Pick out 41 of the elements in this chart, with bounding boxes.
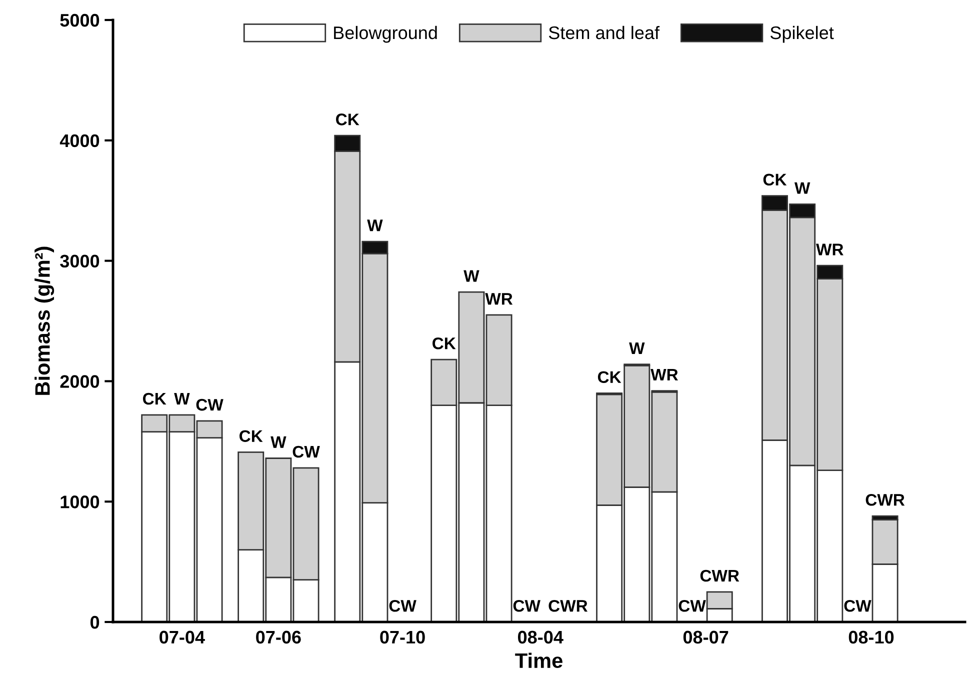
data-label: CW [292,446,320,458]
data-label: CW [389,600,416,612]
legend-label: Stem and leaf [548,26,660,40]
x-tick-label: 08-10 [848,630,894,644]
data-label: W [270,436,286,448]
data-label: CK [240,430,263,442]
x-tick-label: 07-04 [160,630,205,644]
data-label: W [464,270,480,282]
data-label: CK [336,114,360,126]
x-tick-label: 07-10 [380,630,425,644]
data-label: CW [844,600,872,612]
y-tick-label: 2000 [60,375,100,388]
data-label: W [629,342,645,354]
data-label: CK [143,392,166,405]
data-label: CK [763,174,787,186]
data-label: CK [598,371,622,383]
data-label: CWR [866,494,905,506]
data-label: W [794,182,810,194]
data-label: CK [432,337,456,350]
y-tick-label: 1000 [60,496,100,508]
y-tick-label: 5000 [60,14,100,27]
y-tick-label: 3000 [60,254,100,268]
x-axis-title: Time [515,652,562,668]
data-label: WR [650,368,678,380]
legend-label: Spikelet [770,26,834,43]
data-label: WR [485,293,513,305]
x-tick-label: 08-07 [683,630,728,644]
data-label: CW [513,600,540,612]
data-label: W [174,393,190,405]
data-label: CWR [548,600,588,612]
x-tick-label: 07-06 [256,630,301,644]
y-axis-title: Biomass (g/m²) [34,246,54,395]
y-tick-label: 0 [90,616,100,629]
x-tick-label: 08-04 [518,630,564,644]
data-label: CW [196,398,224,411]
data-label: WR [816,244,844,256]
legend-label: Belowground [334,26,437,43]
data-label: CW [678,600,706,612]
data-label: CWR [700,570,740,582]
y-tick-label: 4000 [60,134,100,148]
data-label: W [367,220,383,232]
